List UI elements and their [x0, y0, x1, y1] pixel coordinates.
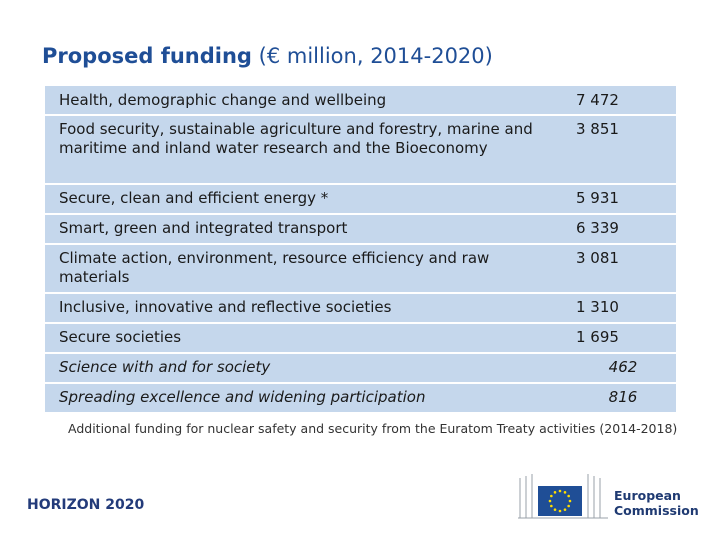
row-value: 7 472: [566, 86, 676, 116]
table-row: Spreading excellence and widening partic…: [45, 383, 676, 414]
row-label: Food security, sustainable agriculture a…: [45, 115, 566, 185]
eu-star-icon: [558, 489, 562, 493]
row-label: Secure, clean and efficient energy *: [45, 184, 566, 215]
table-row: Inclusive, innovative and reflective soc…: [45, 293, 676, 324]
title-normal: (€ million, 2014-2020): [251, 44, 493, 68]
row-value: 3 851: [566, 115, 676, 185]
eu-star-icon: [553, 491, 557, 494]
row-label: Health, demographic change and wellbeing: [45, 86, 566, 116]
row-value: 3 081: [566, 244, 676, 294]
table-row: Secure societies 1 695: [45, 323, 676, 354]
table-row: Health, demographic change and wellbeing…: [45, 86, 676, 116]
org-line-1: European: [614, 488, 681, 503]
row-label: Spreading excellence and widening partic…: [45, 383, 566, 414]
row-label: Climate action, environment, resource ef…: [45, 244, 566, 294]
table-row: Science with and for society 462: [45, 353, 676, 384]
row-label: Smart, green and integrated transport: [45, 214, 566, 245]
table-row: Smart, green and integrated transport 6 …: [45, 214, 676, 245]
row-value: 462: [566, 353, 676, 384]
eu-star-icon: [568, 499, 572, 503]
org-line-2: Commission: [614, 503, 699, 518]
horizon-2020-logo: HORIZON 2020: [27, 497, 145, 513]
footnote: Additional funding for nuclear safety an…: [68, 421, 678, 436]
eu-star-icon: [550, 494, 553, 498]
table-row: Climate action, environment, resource ef…: [45, 244, 676, 294]
row-value: 6 339: [566, 214, 676, 245]
eu-star-icon: [548, 499, 552, 503]
eu-star-icon: [567, 494, 570, 498]
row-value: 1 695: [566, 323, 676, 354]
page-title: Proposed funding (€ million, 2014-2020): [42, 44, 493, 68]
eu-star-icon: [558, 509, 562, 513]
funding-table: Health, demographic change and wellbeing…: [45, 86, 676, 414]
row-label: Secure societies: [45, 323, 566, 354]
title-bold: Proposed funding: [42, 44, 252, 68]
european-commission-logo-icon: [518, 474, 608, 519]
row-label: Science with and for society: [45, 353, 566, 384]
row-label: Inclusive, innovative and reflective soc…: [45, 293, 566, 324]
table-row: Food security, sustainable agriculture a…: [45, 115, 676, 185]
row-value: 5 931: [566, 184, 676, 215]
row-value: 1 310: [566, 293, 676, 324]
table-row: Secure, clean and efficient energy * 5 9…: [45, 184, 676, 215]
european-commission-wordmark: European Commission: [614, 488, 699, 518]
eu-star-icon: [550, 504, 553, 508]
eu-star-icon: [563, 491, 567, 494]
eu-star-icon: [567, 504, 570, 508]
row-value: 816: [566, 383, 676, 414]
eu-star-icon: [553, 508, 557, 511]
eu-star-icon: [563, 508, 567, 511]
